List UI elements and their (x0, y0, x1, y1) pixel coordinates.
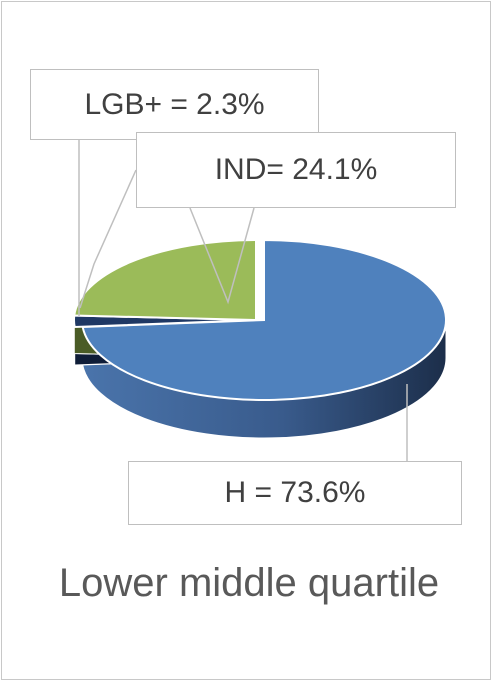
data-label-ind: IND= 24.1% (136, 132, 456, 208)
data-label-h: H = 73.6% (128, 461, 462, 525)
pie-slice-ind (73, 238, 257, 322)
chart-title: Lower middle quartile (58, 561, 440, 605)
data-label-lgb: LGB+ = 2.3% (30, 69, 319, 140)
leader-line-ind-b (189, 207, 255, 305)
leader-line-ind (79, 169, 137, 309)
pie-slice-h (81, 238, 447, 401)
